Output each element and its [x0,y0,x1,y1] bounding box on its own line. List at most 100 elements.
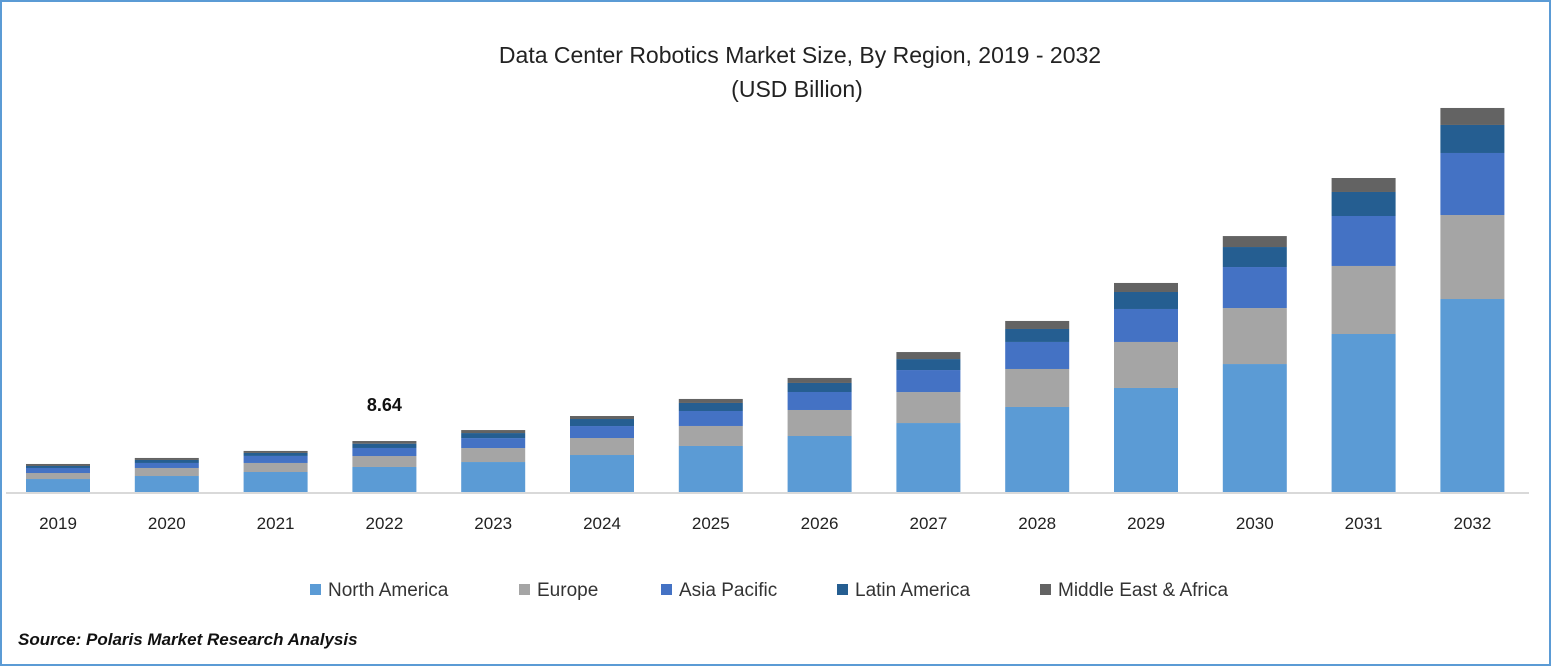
bar-segment-2019-latin-america [26,465,90,468]
bar-segment-2025-europe [678,425,743,446]
bar-segment-2022-north-america [352,466,417,492]
bar-segment-2023-middle-east-africa [461,430,526,434]
bar-segment-2021-latin-america [243,452,308,456]
bar-segment-2028-asia-pacific [1005,341,1070,369]
bar-segment-2031-europe [1331,265,1396,334]
bar-segment-2029-latin-america [1114,291,1178,309]
bar-segment-2032-north-america [1440,299,1505,492]
bar-segment-2029-north-america [1114,387,1178,492]
bar-segment-2032-latin-america [1440,124,1505,153]
bar-segment-2030-middle-east-africa [1222,236,1287,248]
bar-segment-2030-europe [1222,308,1287,365]
x-tick-label: 2025 [692,514,730,533]
bar-segment-2020-latin-america [134,459,199,463]
bar-segment-2025-north-america [678,445,743,492]
bar-segment-2032-asia-pacific [1440,152,1505,215]
bar-segment-2027-middle-east-africa [896,352,961,360]
legend-swatch [661,584,672,595]
bar-segment-2020-middle-east-africa [134,457,199,460]
x-tick-label: 2019 [39,514,77,533]
bar-segment-2024-middle-east-africa [570,416,634,420]
x-tick-label: 2022 [365,514,403,533]
bar-segment-2022-middle-east-africa [352,441,417,444]
bar-segment-2026-asia-pacific [787,391,852,410]
bar-segment-2026-north-america [787,436,852,492]
legend-swatch [1040,584,1051,595]
legend-label: Asia Pacific [679,580,777,601]
bar-segment-2021-north-america [243,471,308,492]
bar-segment-2027-north-america [896,423,961,492]
x-tick-label: 2030 [1236,514,1274,533]
bar-segment-2027-europe [896,392,961,424]
source-note: Source: Polaris Market Research Analysis [18,630,358,649]
bar-segment-2024-north-america [570,455,634,492]
bar-segment-2022-latin-america [352,443,417,448]
data-label: 8.64 [367,395,402,415]
x-tick-label: 2021 [257,514,295,533]
bar-segment-2028-europe [1005,368,1070,407]
bar-segment-2031-middle-east-africa [1331,178,1396,192]
x-tick-label: 2024 [583,514,621,533]
bar-segment-2020-north-america [134,476,199,492]
bar-segment-2021-europe [243,462,308,472]
bar-segment-2028-latin-america [1005,328,1070,342]
bar-segment-2027-asia-pacific [896,370,961,393]
bar-segment-2020-asia-pacific [134,462,199,468]
bar-segment-2026-latin-america [787,382,852,392]
bar-segment-2019-asia-pacific [26,467,90,474]
bar-segment-2031-asia-pacific [1331,215,1396,266]
x-tick-label: 2029 [1127,514,1165,533]
bar-segment-2023-latin-america [461,433,526,439]
bar-segment-2022-asia-pacific [352,447,417,457]
bar-segment-2019-north-america [26,479,90,492]
chart-title: Data Center Robotics Market Size, By Reg… [499,42,1101,68]
bar-segment-2032-europe [1440,214,1505,300]
bar-segment-2021-asia-pacific [243,455,308,463]
legend-swatch [519,584,530,595]
x-tick-label: 2027 [909,514,947,533]
bar-segment-2027-latin-america [896,359,961,371]
bar-segment-2029-asia-pacific [1114,308,1178,342]
bar-segment-2023-asia-pacific [461,438,526,449]
x-tick-label: 2023 [474,514,512,533]
legend-label: North America [328,580,449,601]
bar-segment-2020-europe [134,467,199,477]
x-tick-label: 2028 [1018,514,1056,533]
bar-segment-2025-asia-pacific [678,410,743,426]
bar-segment-2030-north-america [1222,364,1287,492]
bar-segment-2019-europe [26,473,90,480]
chart-subtitle: (USD Billion) [731,76,863,102]
bar-segment-2023-europe [461,448,526,463]
legend-label: Latin America [855,580,971,601]
bar-segment-2030-asia-pacific [1222,267,1287,309]
bar-segment-2021-middle-east-africa [243,450,308,453]
legend-swatch [837,584,848,595]
x-tick-label: 2026 [801,514,839,533]
bar-segment-2024-europe [570,438,634,456]
x-tick-label: 2020 [148,514,186,533]
bar-segment-2029-middle-east-africa [1114,282,1178,292]
bar-segment-2023-north-america [461,462,526,492]
bar-segment-2024-latin-america [570,419,634,427]
bar-segment-2029-europe [1114,341,1178,388]
bar-segment-2028-north-america [1005,406,1070,492]
bar-segment-2031-latin-america [1331,191,1396,216]
bar-segment-2031-north-america [1331,333,1396,492]
bar-segment-2024-asia-pacific [570,426,634,439]
bar-segment-2032-middle-east-africa [1440,107,1505,125]
legend-label: Europe [537,580,598,601]
x-tick-label: 2032 [1453,514,1491,533]
bar-segment-2030-latin-america [1222,247,1287,268]
bar-segment-2026-middle-east-africa [787,377,852,383]
bar-segment-2019-middle-east-africa [26,463,90,466]
bar-segment-2022-europe [352,456,417,467]
bar-segment-2026-europe [787,409,852,437]
x-tick-label: 2031 [1345,514,1383,533]
bar-segment-2025-latin-america [678,402,743,411]
bar-segment-2028-middle-east-africa [1005,320,1070,329]
legend-swatch [310,584,321,595]
legend-label: Middle East & Africa [1058,580,1228,601]
bar-segment-2025-middle-east-africa [678,398,743,403]
